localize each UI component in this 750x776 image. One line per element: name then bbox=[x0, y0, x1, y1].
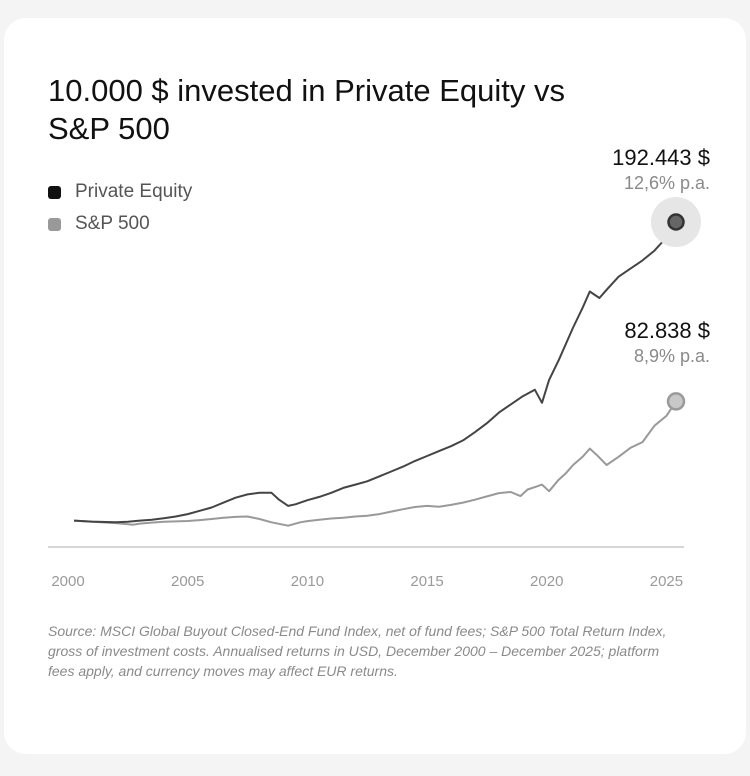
x-tick-label-2015: 2015 bbox=[410, 573, 443, 590]
end-label-private-equity: 192.443 $ 12,6% p.a. bbox=[612, 145, 710, 195]
legend-swatch-private-equity bbox=[48, 185, 61, 199]
legend-swatch-sp500 bbox=[48, 217, 61, 231]
legend-item-sp500: S&P 500 bbox=[48, 208, 192, 240]
end-markers bbox=[651, 197, 701, 411]
x-tick-label-2025: 2025 bbox=[650, 573, 683, 590]
series-lines bbox=[73, 221, 677, 527]
end-marker-sp500 bbox=[666, 392, 686, 411]
series-line-private-equity bbox=[73, 221, 677, 524]
end-label-sp500: 82.838 $ 8,9% p.a. bbox=[624, 318, 710, 368]
chart-card bbox=[4, 18, 746, 754]
end-value-private-equity: 192.443 $ bbox=[612, 145, 710, 170]
x-axis-ticks: 2000 2005 2010 2015 2020 2025 bbox=[51, 573, 683, 590]
x-tick-label-2010: 2010 bbox=[291, 573, 324, 590]
end-marker-private-equity bbox=[667, 213, 685, 231]
legend-label-sp500: S&P 500 bbox=[75, 213, 150, 234]
x-tick-label-2000: 2000 bbox=[51, 573, 84, 590]
legend-item-private-equity: Private Equity bbox=[48, 176, 192, 208]
series-line-sp500 bbox=[73, 400, 677, 527]
x-tick-label-2020: 2020 bbox=[530, 573, 563, 590]
legend: Private Equity S&P 500 bbox=[48, 176, 192, 240]
legend-label-private-equity: Private Equity bbox=[75, 181, 193, 202]
x-tick-label-2005: 2005 bbox=[171, 573, 204, 590]
chart-title: 10.000 $ invested in Private Equity vs S… bbox=[48, 73, 565, 146]
end-rate-sp500: 8,9% p.a. bbox=[633, 346, 710, 366]
end-rate-private-equity: 12,6% p.a. bbox=[623, 173, 710, 193]
end-value-sp500: 82.838 $ bbox=[624, 318, 710, 343]
source-note: Source: MSCI Global Buyout Closed-End Fu… bbox=[48, 623, 667, 679]
